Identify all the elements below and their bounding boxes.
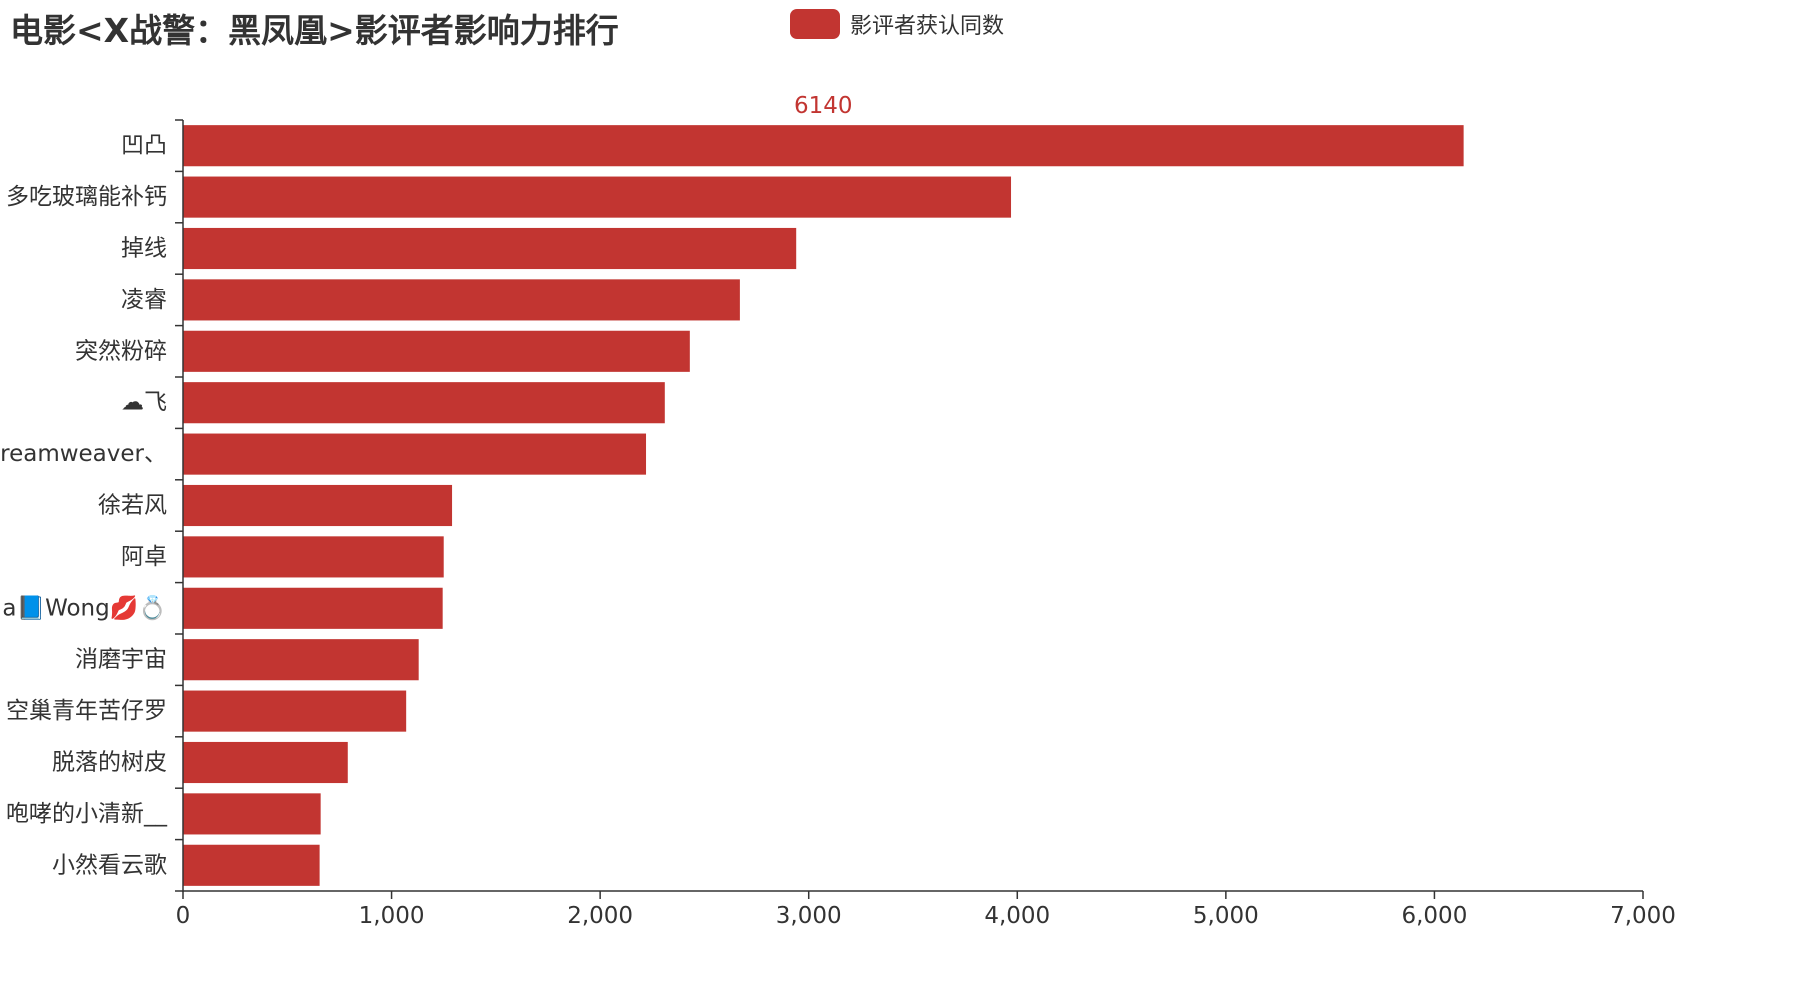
y-tick-label: 咆哮的小清新__ — [6, 801, 168, 827]
bar-4 — [183, 330, 690, 372]
y-tick-label: 消磨宇宙 — [75, 647, 167, 673]
legend-swatch — [790, 9, 840, 39]
y-tick-label: 多吃玻璃能补钙 — [6, 184, 167, 210]
bar-6 — [183, 433, 647, 475]
bar-5 — [183, 382, 665, 424]
bar-9 — [183, 587, 443, 629]
bar-11 — [183, 690, 407, 732]
x-tick-label: 5,000 — [1193, 903, 1259, 929]
y-tick-label: 掉线 — [121, 236, 167, 262]
y-tick-label: 脱落的树皮 — [52, 750, 167, 776]
bar-3 — [183, 279, 740, 321]
y-tick-label: 小然看云歌 — [52, 852, 167, 878]
bar-1 — [183, 176, 1012, 218]
legend-label: 影评者获认同数 — [850, 14, 1005, 39]
y-tick-label: 凹凸 — [121, 133, 167, 159]
y-tick-label: 凌睿 — [121, 287, 167, 313]
y-tick-label: 突然粉碎 — [75, 338, 167, 364]
bar-10 — [183, 639, 419, 681]
bar-7 — [183, 484, 453, 527]
y-tick-label: ☁飞 — [121, 390, 167, 416]
x-tick-label: 0 — [176, 903, 191, 929]
bar-13 — [183, 793, 321, 835]
bar-0 — [183, 125, 1464, 167]
x-tick-label: 1,000 — [359, 903, 425, 929]
y-tick-label: 空巢青年苦仔罗 — [6, 698, 167, 724]
legend[interactable]: 影评者获认同数 — [790, 8, 1004, 40]
x-tick-label: 3,000 — [776, 903, 842, 929]
y-tick-label: reamweaver、 — [0, 441, 167, 467]
bar-12 — [183, 741, 348, 784]
bar-8 — [183, 536, 444, 578]
y-tick-label: a📘Wong💋💍 — [2, 594, 167, 621]
x-tick-label: 2,000 — [567, 903, 633, 929]
bar-2 — [183, 227, 797, 270]
data-label: 6140 — [794, 93, 853, 119]
x-tick-label: 7,000 — [1610, 903, 1676, 929]
y-tick-label: 徐若风 — [98, 493, 167, 519]
x-tick-label: 6,000 — [1401, 903, 1467, 929]
x-tick-label: 4,000 — [984, 903, 1050, 929]
y-tick-label: 阿卓 — [121, 544, 167, 570]
bar-14 — [183, 844, 320, 886]
chart-title: 电影<X战警：黑凤凰>影评者影响力排行 — [10, 11, 619, 50]
